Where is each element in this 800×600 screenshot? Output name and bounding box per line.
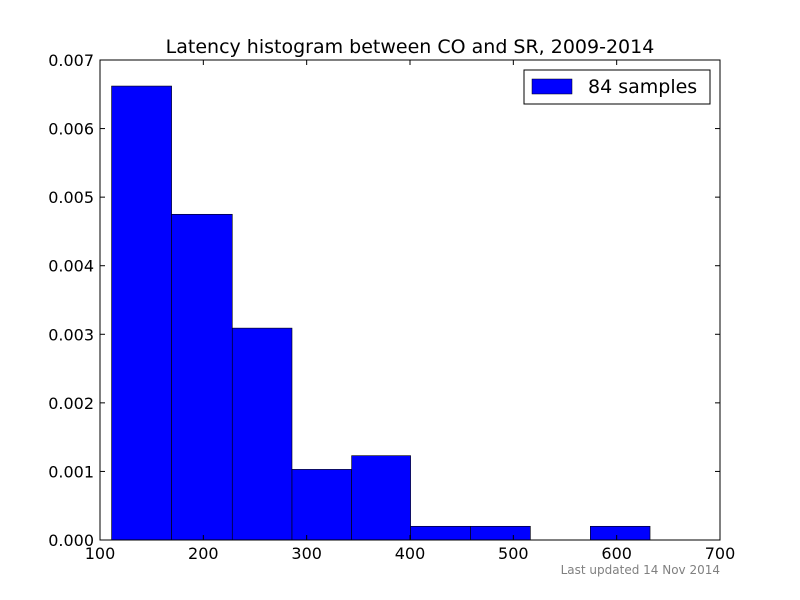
histogram-bar-3 — [291, 469, 352, 541]
y-tick-label-3: 0.003 — [48, 325, 94, 344]
legend-swatch — [531, 78, 573, 95]
y-tick-label-5: 0.005 — [48, 188, 94, 207]
plot-frame — [99, 59, 721, 541]
bars-layer — [111, 85, 651, 541]
histogram-bar-2 — [231, 327, 293, 541]
histogram-bar-4 — [351, 455, 411, 541]
ticks-layer: 100 200 300 400 500 600 700 0.000 0.001 0.002 0.00… — [48, 51, 735, 563]
x-tick-label-6: 700 — [705, 544, 736, 563]
footnote-last-updated: Last updated 14 Nov 2014 — [561, 563, 720, 577]
chart-title: Latency histogram between CO and SR, 200… — [166, 36, 655, 58]
histogram-bar-6 — [470, 525, 531, 541]
x-tick-label-2: 300 — [291, 544, 322, 563]
x-tick-label-5: 600 — [601, 544, 632, 563]
y-tick-label-6: 0.006 — [48, 120, 94, 139]
legend-label: 84 samples — [588, 76, 697, 98]
x-tick-label-1: 200 — [188, 544, 219, 563]
x-tick-label-4: 500 — [498, 544, 529, 563]
y-tick-label-0: 0.000 — [48, 531, 94, 550]
y-tick-label-1: 0.001 — [48, 462, 94, 481]
legend: 84 samples — [523, 69, 711, 105]
x-tick-label-0: 100 — [85, 544, 116, 563]
histogram-bar-8 — [590, 525, 651, 541]
y-tick-label-7: 0.007 — [48, 51, 94, 70]
histogram-bar-0 — [111, 85, 172, 541]
histogram-bar-5 — [410, 525, 471, 541]
y-tick-label-4: 0.004 — [48, 257, 94, 276]
y-tick-label-2: 0.002 — [48, 394, 94, 413]
histogram-bar-1 — [171, 213, 233, 541]
x-tick-label-3: 400 — [395, 544, 426, 563]
